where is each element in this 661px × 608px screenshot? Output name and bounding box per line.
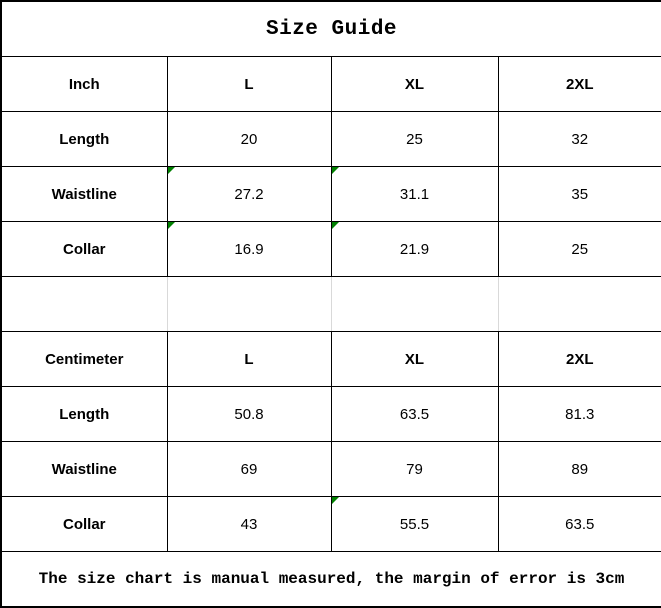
- spacer-row: [1, 276, 661, 332]
- size-header-l: L: [167, 331, 332, 387]
- measurement-value-cell: 21.9: [331, 221, 499, 277]
- spacer-cell: [331, 276, 499, 332]
- measurement-value-cell: 50.8: [167, 386, 332, 442]
- size-header-xl: XL: [331, 56, 499, 112]
- inch-header-row: Inch L XL 2XL: [1, 56, 661, 112]
- table-row: Collar 43 55.5 63.5: [1, 496, 661, 552]
- cm-unit-header: Centimeter: [1, 331, 168, 387]
- table-row: Length 20 25 32: [1, 111, 661, 167]
- spacer-cell: [1, 276, 168, 332]
- measurement-value-cell: 32: [498, 111, 661, 167]
- measurement-label: Waistline: [1, 441, 168, 497]
- measurement-value-cell: 69: [167, 441, 332, 497]
- green-corner-indicator: [331, 167, 339, 174]
- size-header-xl: XL: [331, 331, 499, 387]
- measurement-value-cell: 89: [498, 441, 661, 497]
- measurement-value-cell: 35: [498, 166, 661, 222]
- inch-unit-header: Inch: [1, 56, 168, 112]
- size-header-2xl: 2XL: [498, 56, 661, 112]
- measurement-value-cell: 63.5: [331, 386, 499, 442]
- green-corner-indicator: [167, 167, 175, 174]
- measurement-value-cell: 25: [498, 221, 661, 277]
- measurement-value-cell: 20: [167, 111, 332, 167]
- page-title: Size Guide: [1, 1, 661, 57]
- green-corner-indicator: [331, 497, 339, 504]
- green-corner-indicator: [167, 222, 175, 229]
- measurement-value-cell: 43: [167, 496, 332, 552]
- footer-row: The size chart is manual measured, the m…: [1, 552, 661, 608]
- table-row: Collar 16.9 21.9 25: [1, 221, 661, 277]
- spacer-cell: [498, 276, 661, 332]
- title-row: Size Guide: [1, 1, 661, 57]
- spacer-cell: [167, 276, 332, 332]
- green-corner-indicator: [331, 222, 339, 229]
- measurement-label: Waistline: [1, 166, 168, 222]
- table-row: Waistline 69 79 89: [1, 441, 661, 497]
- cm-header-row: Centimeter L XL 2XL: [1, 331, 661, 387]
- measurement-label: Length: [1, 386, 168, 442]
- measurement-note: The size chart is manual measured, the m…: [38, 570, 625, 588]
- measurement-label: Length: [1, 111, 168, 167]
- table-row: Length 50.8 63.5 81.3: [1, 386, 661, 442]
- measurement-value-cell: 55.5: [331, 496, 499, 552]
- size-header-2xl: 2XL: [498, 331, 661, 387]
- measurement-value-cell: 25: [331, 111, 499, 167]
- table-row: Waistline 27.2 31.1 35: [1, 166, 661, 222]
- measurement-value-cell: 16.9: [167, 221, 332, 277]
- size-header-l: L: [167, 56, 332, 112]
- measurement-value-cell: 31.1: [331, 166, 499, 222]
- measurement-value-cell: 27.2: [167, 166, 332, 222]
- measurement-label: Collar: [1, 221, 168, 277]
- measurement-value-cell: 81.3: [498, 386, 661, 442]
- measurement-value-cell: 63.5: [498, 496, 661, 552]
- measurement-label: Collar: [1, 496, 168, 552]
- measurement-value-cell: 79: [331, 441, 499, 497]
